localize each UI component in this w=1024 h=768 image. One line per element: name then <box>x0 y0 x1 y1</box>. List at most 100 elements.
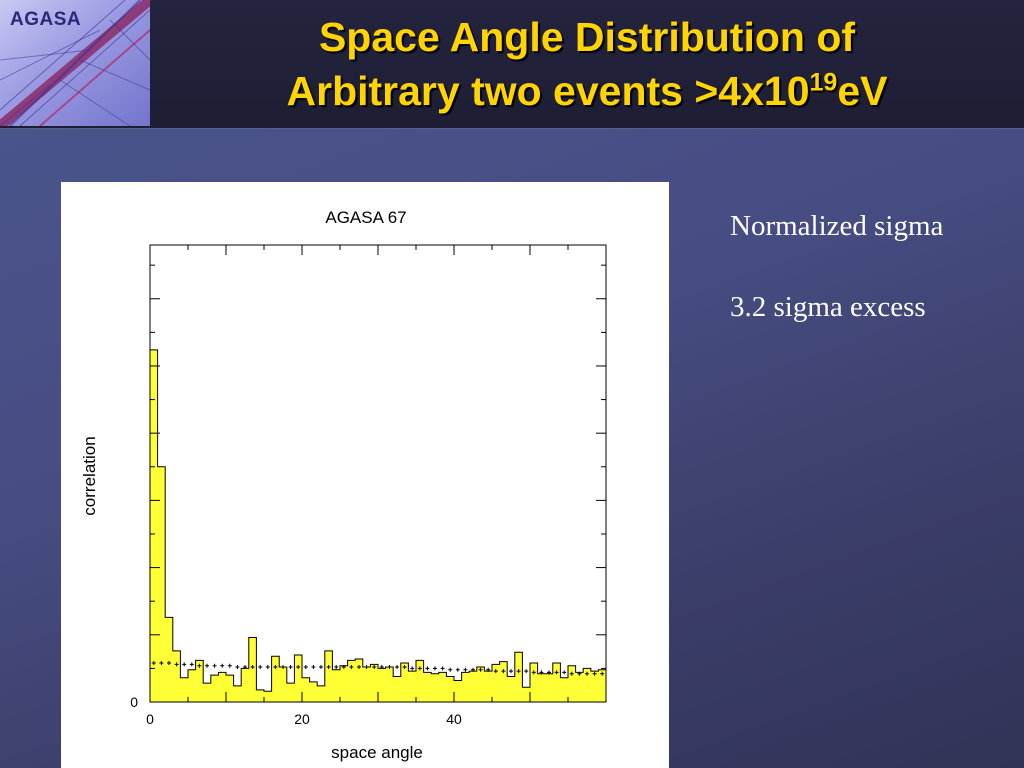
expected-point <box>364 665 369 670</box>
histogram-bar <box>340 665 348 702</box>
expected-point <box>410 666 415 671</box>
histogram-bar <box>431 673 439 702</box>
title-line-2-suffix: eV <box>837 68 888 114</box>
histogram-bar <box>423 672 432 702</box>
expected-point <box>265 665 270 670</box>
histogram-bar <box>522 687 530 702</box>
histogram-bar <box>583 668 591 702</box>
expected-point <box>577 671 582 676</box>
histogram-bar <box>294 654 302 702</box>
histogram-bar <box>195 660 204 702</box>
histogram-bar <box>507 676 515 702</box>
histogram-bar <box>469 671 477 702</box>
x-tick-label: 0 <box>146 711 154 727</box>
histogram-bar <box>188 669 196 702</box>
expected-point <box>258 665 263 670</box>
histogram-bar <box>552 663 561 702</box>
expected-point <box>539 670 544 675</box>
histogram-bar <box>309 681 318 702</box>
expected-point <box>585 671 589 676</box>
x-tick-label: 20 <box>294 711 310 727</box>
expected-point <box>387 665 392 670</box>
expected-point <box>250 665 255 670</box>
histogram-bar <box>302 677 310 702</box>
expected-point <box>243 665 247 670</box>
logo-text: AGASA <box>10 9 82 30</box>
histogram-bar <box>324 650 333 702</box>
expected-point <box>433 666 437 671</box>
expected-point <box>311 665 316 670</box>
expected-point <box>235 665 240 670</box>
histogram-bar <box>256 689 264 702</box>
histogram-bar <box>157 466 166 702</box>
expected-point <box>478 667 483 672</box>
title-exponent: 19 <box>809 68 838 97</box>
histogram-chart: AGASA 67 space angle correlation 0 20 40 0 <box>80 208 607 762</box>
histogram-bar <box>264 691 272 702</box>
histogram-bar <box>537 673 546 702</box>
expected-point <box>182 662 187 667</box>
x-axis-label: space angle <box>331 743 423 762</box>
expected-point <box>372 665 377 670</box>
expected-point <box>357 665 361 670</box>
expected-point <box>288 665 293 670</box>
histogram-bar <box>172 650 181 702</box>
histogram-bar <box>241 668 249 702</box>
expected-point <box>174 662 179 667</box>
expected-point <box>516 669 521 674</box>
expected-point <box>395 665 399 670</box>
histogram-bar <box>499 661 508 702</box>
histogram-bar <box>575 672 584 702</box>
histogram-bar <box>545 673 553 702</box>
expected-point <box>547 670 551 675</box>
histogram-bar <box>218 672 226 702</box>
agasa-logo: AGASA <box>0 0 150 126</box>
y-tick-label: 0 <box>130 694 138 710</box>
histogram-bar <box>286 683 295 702</box>
expected-point <box>417 666 422 671</box>
expected-point <box>379 665 384 670</box>
expected-point <box>319 665 323 670</box>
histogram-bar <box>416 660 424 702</box>
title-line-1: Space Angle Distribution of <box>318 14 856 60</box>
expected-point <box>303 665 308 670</box>
histogram-bar <box>393 676 401 702</box>
histogram-bar <box>454 680 462 702</box>
histogram-bar <box>150 349 158 702</box>
expected-point <box>524 669 529 674</box>
expected-point <box>509 669 513 674</box>
plot-frame <box>149 244 607 703</box>
expected-point <box>212 663 217 668</box>
expected-point <box>425 666 430 671</box>
histogram-bar <box>400 663 409 702</box>
expected-point <box>167 661 171 666</box>
expected-point <box>189 662 194 667</box>
expected-point <box>501 669 506 674</box>
expected-point <box>349 665 354 670</box>
histogram-bar <box>408 671 416 702</box>
expected-point <box>159 661 164 666</box>
histogram-bar <box>233 685 242 702</box>
histogram-bar <box>438 672 447 702</box>
histogram-bar <box>514 652 523 702</box>
expected-point <box>562 670 567 675</box>
histogram-bar <box>461 672 470 702</box>
histogram-bar <box>492 664 500 702</box>
histogram-bar <box>203 683 211 702</box>
title-line-2-prefix: Arbitrary two events >4x10 <box>286 68 810 114</box>
expected-point <box>486 667 491 672</box>
expected-point <box>471 667 475 672</box>
histogram-bar <box>165 617 173 702</box>
histogram-bar <box>355 658 363 702</box>
histogram-bar <box>530 663 538 702</box>
expected-point <box>341 665 346 670</box>
expected-point <box>296 665 301 670</box>
expected-point <box>455 667 460 672</box>
histogram-bar <box>317 685 325 702</box>
expected-point <box>326 665 331 670</box>
slide-header: AGASA Space Angle Distribution of Arbitr… <box>0 0 1024 129</box>
expected-point <box>600 671 605 676</box>
expected-point <box>197 663 202 668</box>
histogram-bar <box>385 667 394 702</box>
expected-point <box>569 671 574 676</box>
